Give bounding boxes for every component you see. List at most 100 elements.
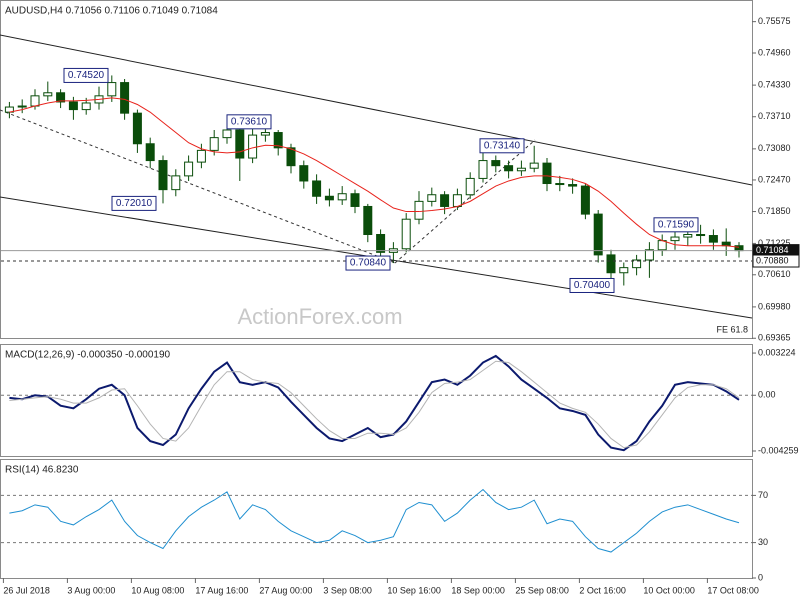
candle-body	[17, 105, 27, 108]
price-panel	[0, 0, 753, 339]
macd-panel	[0, 344, 753, 457]
candle-body	[504, 165, 514, 172]
indicator-line	[9, 488, 740, 553]
x-tick-label: 10 Aug 08:00	[131, 585, 184, 595]
candle-body	[286, 147, 296, 167]
candle-body	[568, 184, 578, 187]
candle-body	[132, 112, 142, 145]
candle-body	[337, 193, 347, 201]
candle-body	[465, 177, 475, 196]
annotation-label: 0.70400	[574, 280, 611, 291]
candle-body	[120, 82, 130, 114]
x-tick-label: 10 Sep 16:00	[387, 585, 441, 595]
candle-body	[593, 213, 603, 256]
candle-body	[273, 132, 283, 149]
y-tick-label: 0.73080	[758, 143, 791, 153]
x-tick-label: 3 Aug 00:00	[67, 585, 115, 595]
y-tick-label: 0.00	[758, 390, 776, 400]
channel-upper	[0, 34, 753, 186]
candle-body	[555, 183, 565, 186]
note: FE 61.8	[716, 324, 748, 334]
candle-body	[696, 234, 706, 237]
y-tick-label: 0.74960	[758, 47, 791, 57]
candle-body	[30, 95, 40, 107]
annotation-box	[226, 114, 272, 130]
candle-body	[452, 194, 462, 207]
y-tick-label: -0.004259	[758, 445, 799, 455]
x-tick-label: 3 Sep 08:00	[323, 585, 372, 595]
candle-body	[440, 194, 450, 207]
candle-body	[184, 161, 194, 177]
y-tick-label: 30	[758, 537, 768, 547]
candle-body	[209, 137, 219, 151]
candle-body	[670, 236, 680, 242]
annotation-box	[345, 255, 391, 271]
candle-body	[235, 129, 245, 159]
y-tick-label: 0.69980	[758, 301, 791, 311]
candle-body	[68, 101, 78, 111]
price-label: 0.71084	[756, 245, 789, 255]
x-tick-label: 26 Jul 2018	[3, 585, 50, 595]
annotation-box	[479, 138, 525, 154]
candle-body	[248, 134, 258, 159]
candle-body	[516, 167, 526, 172]
annotation-label: 0.73140	[484, 140, 521, 151]
y-tick-label: 0.71225	[758, 238, 791, 248]
candle-body	[196, 149, 206, 163]
trend-line	[0, 109, 396, 264]
y-tick-label: 70	[758, 490, 768, 500]
x-tick-label: 2 Oct 16:00	[579, 585, 626, 595]
candle-body	[299, 165, 309, 182]
candle-body	[56, 92, 66, 103]
candle-body	[491, 160, 501, 167]
annotation-label: 0.73610	[231, 116, 268, 127]
panel-title: MACD(12,26,9) -0.000350 -0.000190	[5, 350, 171, 361]
candle-body	[158, 160, 168, 191]
indicator-line	[9, 360, 740, 449]
x-tick-label: 17 Aug 16:00	[195, 585, 248, 595]
candle-body	[324, 195, 334, 201]
candle-body	[683, 234, 693, 238]
price-label: 0.70880	[756, 255, 789, 265]
indicator-line	[9, 354, 740, 452]
x-tick-label: 18 Sep 00:00	[451, 585, 505, 595]
y-tick-label: 0.73710	[758, 111, 791, 121]
annotation-label: 0.71590	[658, 219, 695, 230]
y-tick-label: 0.71850	[758, 206, 791, 216]
candle-body	[721, 241, 731, 247]
candle-body	[644, 249, 654, 261]
candle-body	[222, 129, 232, 139]
candle-body	[708, 235, 718, 243]
annotation-box	[111, 195, 157, 211]
y-tick-label: 0.003224	[758, 347, 796, 357]
candle-body	[414, 200, 424, 220]
candle-body	[580, 185, 590, 215]
price-box	[752, 254, 800, 268]
x-tick-label: 25 Sep 08:00	[515, 585, 569, 595]
candle-body	[260, 132, 270, 136]
watermark: ActionForex.com	[237, 304, 402, 329]
candle-body	[81, 102, 91, 111]
x-tick-label: 27 Aug 00:00	[259, 585, 312, 595]
candle-body	[312, 180, 322, 197]
candle-body	[376, 234, 386, 253]
annotation-box	[63, 67, 109, 83]
y-tick-label: 0.75575	[758, 16, 791, 26]
candle-body	[542, 162, 552, 185]
candle-body	[171, 175, 181, 191]
candle-body	[43, 92, 53, 97]
candle-body	[350, 193, 360, 207]
annotation-box	[653, 217, 699, 233]
candle-body	[529, 162, 539, 169]
annotation-label: 0.72010	[116, 198, 153, 209]
candle-body	[632, 259, 642, 269]
candle-body	[427, 194, 437, 202]
y-tick-label: 0	[758, 572, 763, 582]
candle-body	[606, 254, 616, 274]
rsi-panel	[0, 459, 753, 579]
annotation-label: 0.74520	[68, 70, 105, 81]
y-tick-label: 0.74330	[758, 79, 791, 89]
candle-body	[145, 143, 155, 162]
annotation-box	[569, 277, 615, 293]
